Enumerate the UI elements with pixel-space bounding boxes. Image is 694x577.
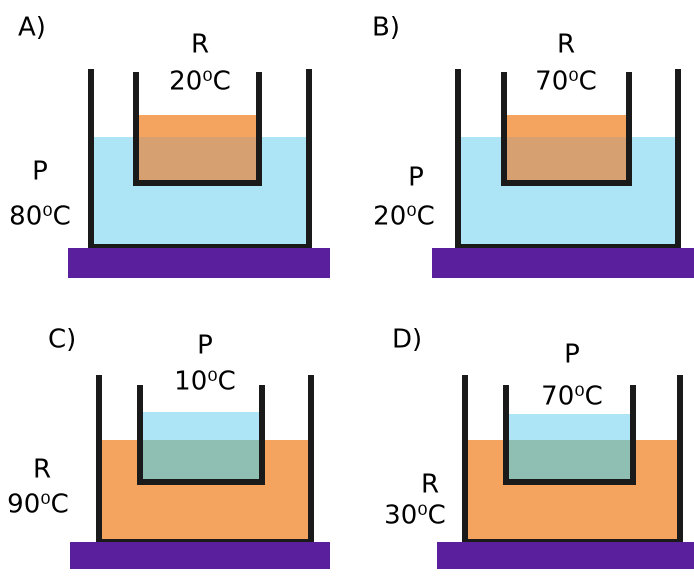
base [437,542,694,569]
inner-liquid-top [504,115,629,137]
base [70,542,330,569]
inner-container [137,385,265,485]
inner-container [133,72,262,186]
inner-liquid [140,440,262,482]
outer-container [455,69,681,250]
panel-label: C) [48,325,76,355]
inner-liquid-top [140,412,262,440]
panel-label: A) [18,13,46,43]
outer-name: R [33,455,51,485]
inner-container [503,385,636,485]
panel-b: B) R 70⁰C P 20⁰C [372,13,694,278]
panel-label: D) [392,325,422,355]
inner-liquid-top [136,115,259,137]
outer-name: P [32,157,48,187]
outer-temp: 80⁰C [9,202,71,232]
outer-temp: 90⁰C [7,490,69,520]
inner-name: R [557,30,575,60]
panel-c: C) P 10⁰C R 90⁰C [7,325,330,569]
inner-name: P [197,331,213,361]
inner-name: P [564,340,580,370]
outer-name: R [421,470,439,500]
inner-temp: 20⁰C [169,67,231,97]
inner-name: R [191,30,209,60]
base [432,248,694,278]
inner-container [501,72,632,186]
inner-liquid [506,440,633,482]
panel-label: B) [372,13,400,43]
inner-temp: 10⁰C [174,367,236,397]
inner-temp: 70⁰C [535,67,597,97]
panel-a: A) R 20⁰C P 80⁰C [9,13,330,278]
outer-temp: 30⁰C [384,501,446,531]
inner-liquid-top [506,414,633,440]
outer-name: P [408,163,424,193]
panel-d: D) P 70⁰C R 30⁰C [384,325,694,569]
base [68,248,330,278]
outer-container [88,69,312,250]
inner-temp: 70⁰C [541,382,603,412]
outer-temp: 20⁰C [373,202,435,232]
